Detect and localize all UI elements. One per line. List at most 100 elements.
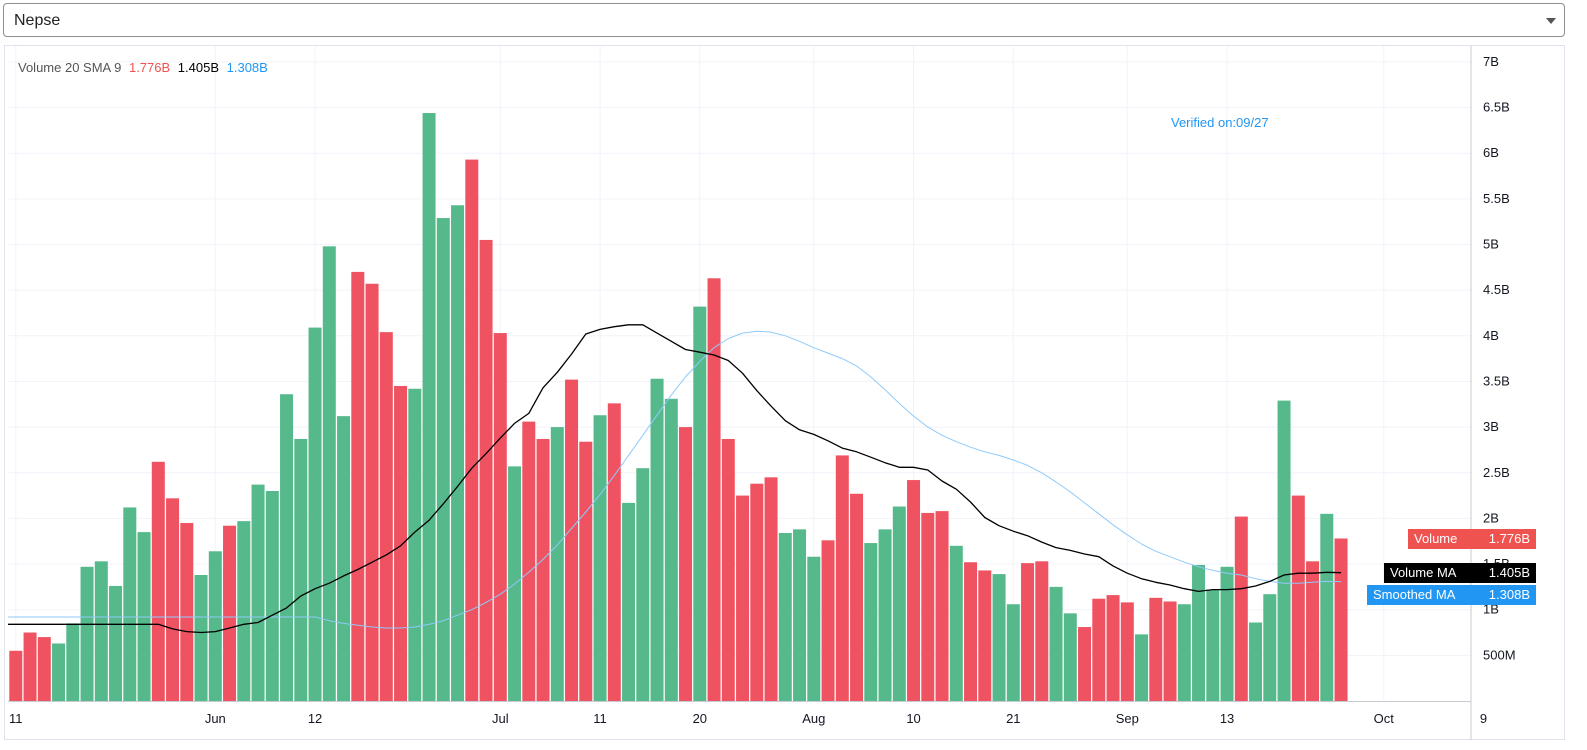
volume-bar: [37, 637, 51, 701]
volume-bar: [351, 271, 365, 701]
volume-price-badge: Volume 1.776B: [1408, 529, 1536, 549]
volume-bar: [821, 540, 835, 701]
smoothed-ma-badge: Smoothed MA 1.308B: [1367, 585, 1536, 605]
volume-bar: [451, 205, 465, 701]
volume-bar: [721, 438, 735, 701]
volume-bar: [223, 525, 237, 701]
ma-badge-value: 1.405B: [1488, 565, 1530, 580]
volume-bar: [793, 529, 807, 701]
volume-bar: [878, 529, 892, 701]
chevron-down-icon: [1546, 18, 1556, 24]
smoothed-badge-label: Smoothed MA: [1373, 587, 1456, 602]
volume-bar: [1120, 602, 1134, 701]
legend-smoothed-value: 1.308B: [226, 60, 268, 75]
volume-bar: [94, 561, 108, 701]
volume-bar: [1149, 597, 1163, 701]
volume-bar: [750, 483, 764, 701]
volume-bar: [479, 239, 493, 701]
volume-bar: [1192, 564, 1206, 701]
y-tick-label: 5B: [1483, 237, 1499, 252]
volume-bar: [208, 551, 222, 701]
volume-bar: [636, 468, 650, 701]
volume-bar: [964, 562, 978, 701]
ma-badge-label: Volume MA: [1390, 565, 1457, 580]
volume-bar: [522, 421, 536, 701]
volume-bar: [1234, 516, 1248, 701]
volume-bar: [807, 556, 821, 701]
volume-bar: [1163, 601, 1177, 701]
volume-bar: [23, 632, 37, 701]
volume-bar: [493, 333, 507, 701]
y-tick-label: 4.5B: [1483, 282, 1510, 297]
volume-bar: [408, 388, 422, 701]
ma-lines: [8, 324, 1342, 634]
volume-bar: [921, 512, 935, 701]
x-tick-label: 13: [1220, 711, 1234, 726]
x-tick-label: Jul: [492, 711, 509, 726]
x-tick-label: 12: [308, 711, 322, 726]
volume-bar: [365, 283, 379, 701]
volume-bar: [607, 403, 621, 701]
volume-bar: [1177, 604, 1191, 701]
y-tick-label: 6B: [1483, 145, 1499, 160]
legend-label: Volume 20 SMA 9: [18, 60, 122, 75]
volume-bar: [550, 427, 564, 701]
volume-bar: [1263, 594, 1277, 701]
y-tick-label: 500M: [1483, 647, 1516, 662]
volume-bar: [422, 113, 436, 701]
y-tick-label: 3B: [1483, 419, 1499, 434]
volume-bar: [907, 480, 921, 701]
x-tick-label: 9: [1480, 711, 1487, 726]
volume-bar: [1006, 604, 1020, 701]
x-tick-label: Oct: [1374, 711, 1395, 726]
x-tick-label: 11: [9, 711, 23, 726]
volume-bar: [1320, 513, 1334, 701]
volume-bar: [1220, 566, 1234, 701]
volume-bar: [180, 522, 194, 701]
x-tick-label: 10: [906, 711, 920, 726]
volume-bar: [1291, 495, 1305, 701]
volume-bar: [679, 427, 693, 701]
smoothed-badge-value: 1.308B: [1488, 587, 1530, 602]
volume-bar: [1306, 561, 1320, 701]
volume-ma-badge: Volume MA 1.405B: [1384, 563, 1536, 583]
y-tick-label: 2.5B: [1483, 465, 1510, 480]
volume-bar: [379, 332, 393, 701]
volume-bar: [764, 477, 778, 701]
volume-bar: [693, 306, 707, 701]
y-tick-label: 7B: [1483, 54, 1499, 69]
volume-bar: [322, 246, 336, 702]
volume-ma-line: [8, 324, 1342, 634]
volume-bar: [1078, 627, 1092, 701]
volume-bar: [850, 493, 864, 701]
x-tick-label: Jun: [205, 711, 226, 726]
volume-bar: [536, 438, 550, 701]
volume-bar: [394, 386, 408, 701]
volume-bar: [892, 506, 906, 701]
volume-bar: [992, 574, 1006, 701]
volume-bar: [778, 533, 792, 701]
y-tick-label: 5.5B: [1483, 191, 1510, 206]
volume-badge-value: 1.776B: [1488, 531, 1530, 546]
volume-bar: [465, 159, 479, 701]
volume-badge-label: Volume: [1414, 531, 1458, 546]
volume-bar: [835, 455, 849, 701]
y-tick-label: 4B: [1483, 328, 1499, 343]
volume-bar: [66, 623, 80, 701]
x-tick-label: 11: [593, 711, 607, 726]
volume-bar: [650, 378, 664, 701]
verified-annotation: Verified on:09/27: [1171, 115, 1269, 130]
symbol-select[interactable]: Nepse: [3, 3, 1565, 37]
volume-bar: [707, 278, 721, 701]
volume-bar: [337, 416, 351, 701]
volume-bar: [579, 441, 593, 701]
volume-bar: [52, 643, 66, 701]
volume-bar: [565, 379, 579, 701]
y-tick-label: 6.5B: [1483, 100, 1510, 115]
x-tick-label: Sep: [1116, 711, 1139, 726]
chart-legend: Volume 20 SMA 9 1.776B 1.405B 1.308B: [18, 60, 272, 75]
volume-bar: [1106, 595, 1120, 701]
volume-bars: [9, 113, 1348, 702]
volume-bar: [80, 566, 94, 701]
